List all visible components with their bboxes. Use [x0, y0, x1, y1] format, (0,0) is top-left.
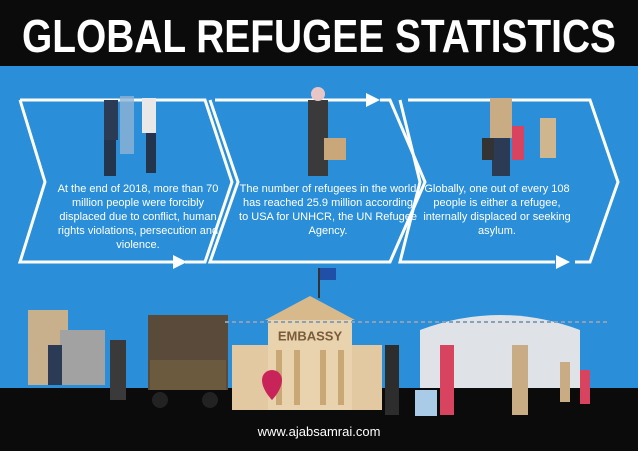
flagpole	[318, 268, 320, 298]
arrowheads	[173, 93, 570, 269]
figure	[48, 345, 62, 385]
figure	[512, 345, 528, 415]
figure	[308, 100, 328, 176]
suitcase	[482, 138, 494, 160]
arrowhead	[556, 255, 570, 269]
chevron-1-left	[17, 99, 175, 264]
chevron-2	[207, 98, 427, 264]
building-sign: EMBASSY	[278, 328, 343, 343]
figure	[560, 362, 570, 402]
panel-text: The number of refugees in the world has …	[239, 183, 417, 237]
location-pin	[262, 370, 282, 400]
figure	[104, 100, 118, 140]
figure	[490, 98, 512, 138]
tent	[420, 315, 580, 388]
figure	[385, 345, 399, 415]
chevron-3	[408, 98, 620, 264]
arrowhead	[366, 93, 380, 107]
title: GLOBAL REFUGEE STATISTICS	[22, 10, 616, 62]
wheel	[202, 392, 218, 408]
figure	[440, 345, 454, 415]
figure	[110, 340, 126, 400]
figure	[142, 98, 156, 133]
column	[320, 350, 326, 405]
chevron-3-left	[398, 99, 555, 264]
panel-figures	[104, 87, 556, 176]
wheel	[152, 392, 168, 408]
suitcase	[324, 138, 346, 160]
arrowhead	[173, 255, 187, 269]
figure	[492, 138, 510, 176]
footer-url: www.ajabsamrai.com	[257, 424, 381, 439]
shield	[120, 96, 134, 154]
figure	[540, 118, 556, 158]
truck-bed	[150, 360, 226, 390]
ruined-building	[60, 330, 105, 385]
panel-text: Globally, one out of every 108 people is…	[423, 183, 571, 237]
column	[338, 350, 344, 405]
column	[294, 350, 300, 405]
figure	[512, 126, 524, 160]
flag	[320, 268, 336, 280]
panel-text: At the end of 2018, more than 70 million…	[57, 183, 219, 251]
figure	[146, 133, 156, 173]
chevrons	[17, 98, 620, 264]
figure-head	[311, 87, 325, 101]
figure	[580, 370, 590, 404]
supply-box	[415, 390, 437, 416]
embassy-roof	[265, 296, 355, 320]
figure	[104, 140, 116, 176]
scene: EMBASSY	[28, 268, 610, 416]
